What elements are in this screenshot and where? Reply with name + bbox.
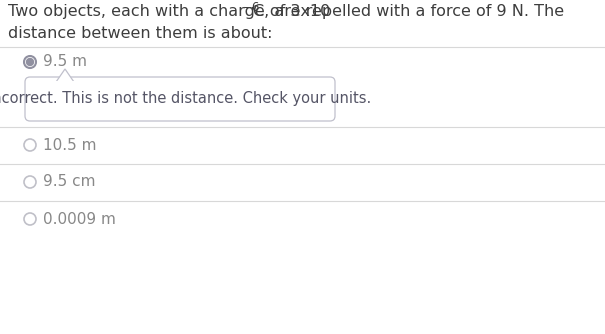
Circle shape (27, 58, 33, 65)
Text: 0.0009 m: 0.0009 m (43, 211, 116, 226)
Text: 9.5 cm: 9.5 cm (43, 174, 96, 189)
FancyBboxPatch shape (25, 77, 335, 121)
Text: Incorrect. This is not the distance. Check your units.: Incorrect. This is not the distance. Che… (0, 92, 371, 107)
Polygon shape (56, 69, 74, 82)
Text: −6: −6 (243, 1, 260, 14)
Text: 10.5 m: 10.5 m (43, 138, 97, 153)
Text: distance between them is about:: distance between them is about: (8, 26, 272, 41)
Text: Two objects, each with a charge of 3x10: Two objects, each with a charge of 3x10 (8, 4, 330, 19)
Text: C, are repelled with a force of 9 N. The: C, are repelled with a force of 9 N. The (253, 4, 564, 19)
Text: 9.5 m: 9.5 m (43, 54, 87, 69)
